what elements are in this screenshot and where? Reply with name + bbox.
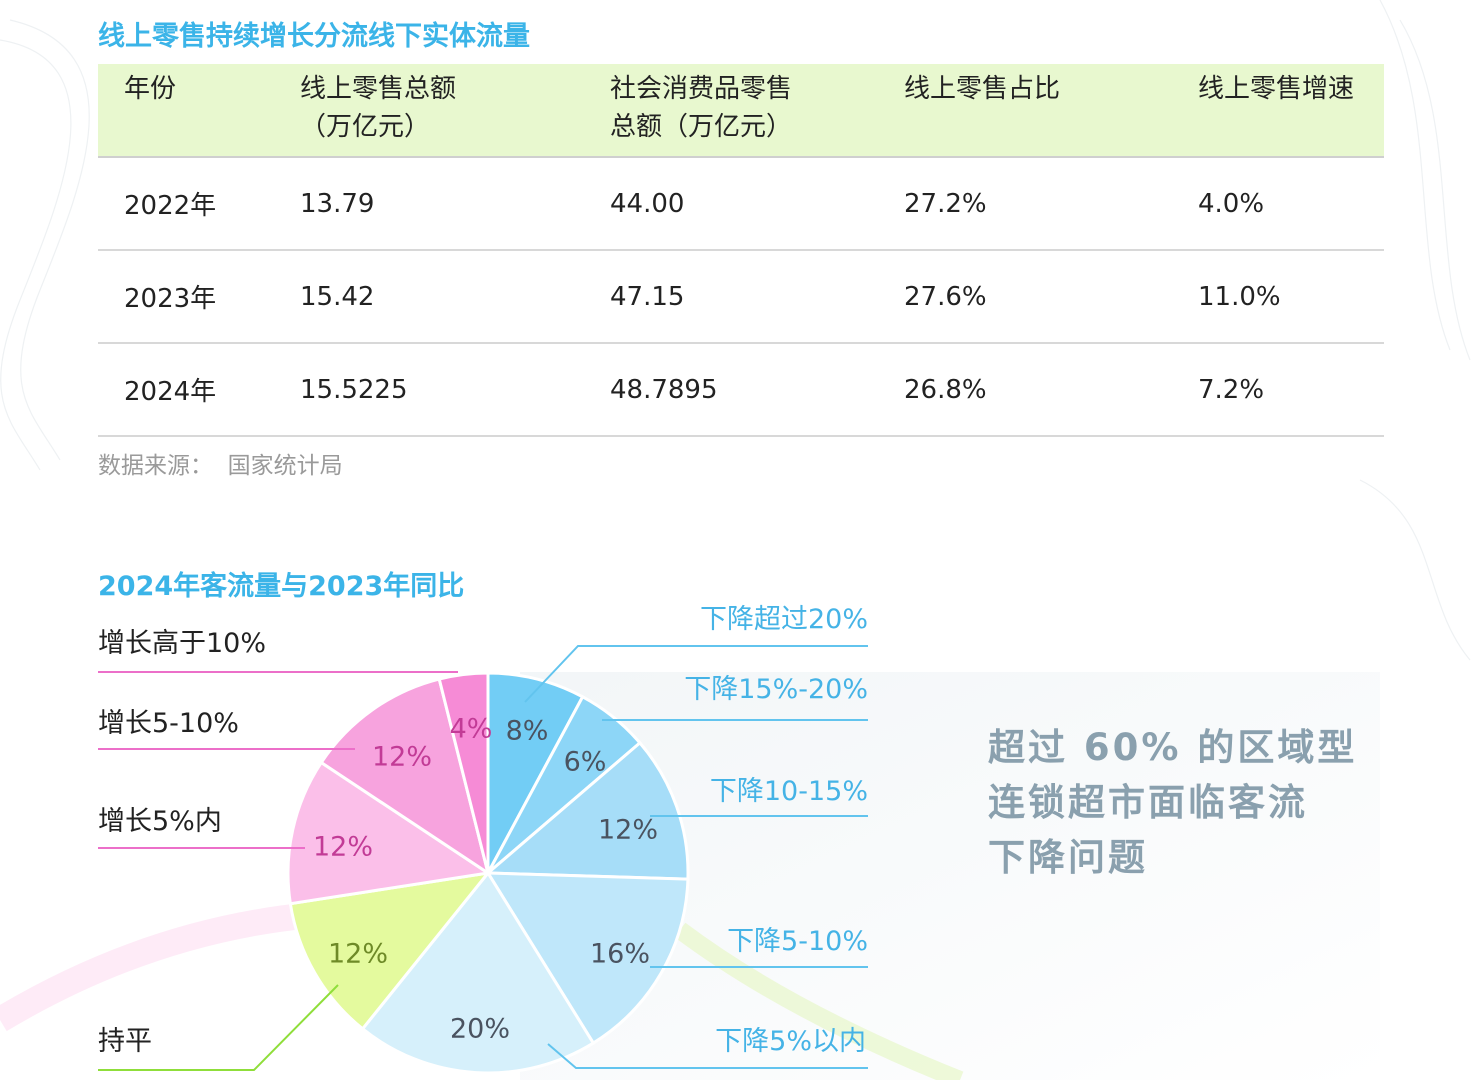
cell-year: 2023年: [98, 250, 274, 344]
cell-social-total: 47.15: [584, 250, 878, 344]
cell-year: 2024年: [98, 343, 274, 437]
cell-online-total: 15.5225: [274, 343, 584, 437]
slice-category-label: 下降5-10%: [727, 926, 868, 957]
retail-table: 年份 线上零售总额 （万亿元） 社会消费品零售 总额（万亿元） 线上零售占比 线…: [98, 64, 1384, 437]
table-row: 2024年 15.5225 48.7895 26.8% 7.2%: [98, 343, 1384, 437]
table-header-row: 年份 线上零售总额 （万亿元） 社会消费品零售 总额（万亿元） 线上零售占比 线…: [98, 64, 1384, 158]
pie-slice: [486, 671, 585, 874]
slice-category-label: 下降15%-20%: [684, 674, 868, 705]
pie-slice: [484, 740, 690, 881]
data-source: 数据来源： 国家统计局: [98, 453, 343, 479]
slice-category-label: 增长5-10%: [98, 708, 239, 739]
cell-social-total: 48.7895: [584, 343, 878, 437]
slice-category-label: 持平: [98, 1026, 152, 1057]
pie-slice: [288, 870, 492, 1031]
cell-online-share: 27.2%: [878, 157, 1172, 251]
header-year: 年份: [98, 64, 274, 158]
cell-year: 2022年: [98, 157, 274, 251]
slice-category-label: 下降10-15%: [710, 776, 868, 807]
slice-percent-label: 12%: [372, 742, 432, 773]
slice-percent-label: 8%: [506, 716, 549, 747]
pie-slice: [319, 677, 491, 877]
header-online-share: 线上零售占比: [878, 64, 1172, 158]
cell-online-share: 26.8%: [878, 343, 1172, 437]
slice-category-label: 增长高于10%: [98, 628, 266, 659]
callout-text: 超过 60% 的区域型 连锁超市面临客流 下降问题: [988, 726, 1358, 879]
slice-category-label: 增长5%内: [98, 806, 222, 837]
pie-slice: [437, 671, 490, 874]
pie-slice: [286, 760, 493, 906]
header-online-total: 线上零售总额 （万亿元）: [274, 64, 584, 158]
table-row: 2022年 13.79 44.00 27.2% 4.0%: [98, 157, 1384, 251]
cell-online-total: 15.42: [274, 250, 584, 344]
leader-line: [547, 1043, 868, 1069]
table-title: 线上零售持续增长分流线下实体流量: [98, 21, 530, 52]
chart-title: 2024年客流量与2023年同比: [98, 571, 465, 602]
pie-slice: [360, 870, 596, 1075]
slice-percent-label: 4%: [450, 714, 493, 745]
slice-percent-label: 12%: [313, 832, 373, 863]
cell-online-growth: 11.0%: [1172, 250, 1384, 344]
slice-percent-label: 12%: [598, 815, 658, 846]
slice-category-label: 下降5%以内: [715, 1026, 866, 1057]
pie-slice: [485, 871, 690, 1046]
leader-line: [98, 984, 339, 1071]
slice-percent-label: 6%: [564, 747, 607, 778]
header-social-total: 社会消费品零售 总额（万亿元）: [584, 64, 878, 158]
slice-percent-label: 12%: [328, 939, 388, 970]
cell-social-total: 44.00: [584, 157, 878, 251]
slice-percent-label: 16%: [590, 939, 650, 970]
leader-line: [524, 645, 868, 703]
cell-online-total: 13.79: [274, 157, 584, 251]
slice-category-label: 下降超过20%: [700, 604, 868, 635]
slice-percent-label: 20%: [450, 1014, 510, 1045]
header-online-growth: 线上零售增速: [1172, 64, 1384, 158]
cell-online-growth: 4.0%: [1172, 157, 1384, 251]
table-row: 2023年 15.42 47.15 27.6% 11.0%: [98, 250, 1384, 344]
cell-online-growth: 7.2%: [1172, 343, 1384, 437]
cell-online-share: 27.6%: [878, 250, 1172, 344]
